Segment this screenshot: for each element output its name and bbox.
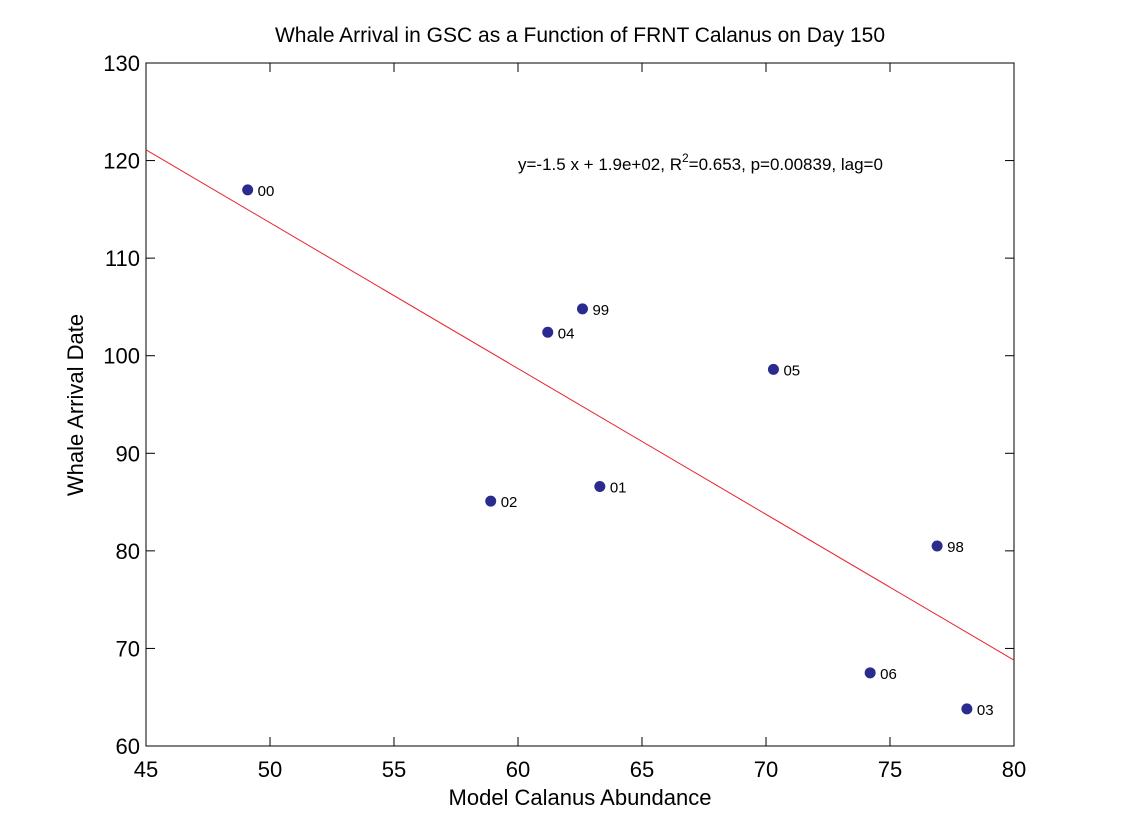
x-tick-label: 80 bbox=[1002, 757, 1026, 782]
data-point-label: 06 bbox=[880, 666, 897, 683]
data-point-label: 99 bbox=[592, 302, 609, 319]
y-tick-label: 70 bbox=[116, 636, 140, 661]
x-tick-label: 60 bbox=[506, 757, 530, 782]
x-tick-label: 50 bbox=[258, 757, 282, 782]
chart-title: Whale Arrival in GSC as a Function of FR… bbox=[275, 24, 885, 47]
data-point bbox=[242, 184, 254, 196]
data-point bbox=[767, 363, 779, 375]
data-point-label: 00 bbox=[258, 183, 275, 200]
x-tick-label: 45 bbox=[134, 757, 158, 782]
y-tick-label: 90 bbox=[116, 441, 140, 466]
y-tick-labels: 60 70 80 90 100 110 120 130 bbox=[103, 51, 140, 759]
point-labels-group: 00 99 04 05 01 02 98 06 03 bbox=[258, 183, 994, 719]
x-tick-label: 55 bbox=[382, 757, 406, 782]
data-point-label: 02 bbox=[501, 494, 518, 511]
data-point bbox=[864, 667, 876, 679]
y-axis-title: Whale Arrival Date bbox=[63, 314, 88, 496]
data-point bbox=[961, 703, 973, 715]
data-point-label: 03 bbox=[977, 702, 994, 719]
y-tick-label: 120 bbox=[103, 149, 140, 174]
x-tick-label: 75 bbox=[878, 757, 902, 782]
annotation-suffix: =0.653, p=0.00839, lag=0 bbox=[689, 155, 883, 174]
annotation-prefix: y=-1.5 x + 1.9e+02, R bbox=[518, 155, 682, 174]
fit-line bbox=[145, 149, 1015, 661]
y-tick-label: 100 bbox=[103, 344, 140, 369]
y-tick-label: 130 bbox=[103, 51, 140, 76]
x-tick-label: 65 bbox=[630, 757, 654, 782]
x-tick-label: 70 bbox=[754, 757, 778, 782]
data-point bbox=[542, 326, 554, 338]
data-point-label: 98 bbox=[947, 539, 964, 556]
x-tick-labels: 45 50 55 60 65 70 75 80 bbox=[134, 757, 1026, 782]
data-point-label: 01 bbox=[610, 479, 627, 496]
annotation-superscript: 2 bbox=[682, 151, 689, 165]
data-point bbox=[485, 495, 497, 507]
data-point bbox=[931, 540, 943, 552]
y-tick-label: 110 bbox=[105, 246, 140, 271]
data-point-label: 04 bbox=[558, 325, 575, 342]
x-axis-title: Model Calanus Abundance bbox=[449, 785, 712, 810]
points-group bbox=[242, 184, 973, 715]
regression-annotation: y=-1.5 x + 1.9e+02, R2=0.653, p=0.00839,… bbox=[518, 151, 883, 174]
fit-line-group bbox=[145, 149, 1015, 661]
y-tick-label: 80 bbox=[116, 539, 140, 564]
axis-ticks bbox=[145, 62, 1015, 747]
data-point bbox=[594, 480, 606, 492]
data-point bbox=[576, 303, 588, 315]
data-point-label: 05 bbox=[783, 362, 800, 379]
y-tick-label: 60 bbox=[116, 734, 140, 759]
plot-area bbox=[145, 62, 1015, 747]
